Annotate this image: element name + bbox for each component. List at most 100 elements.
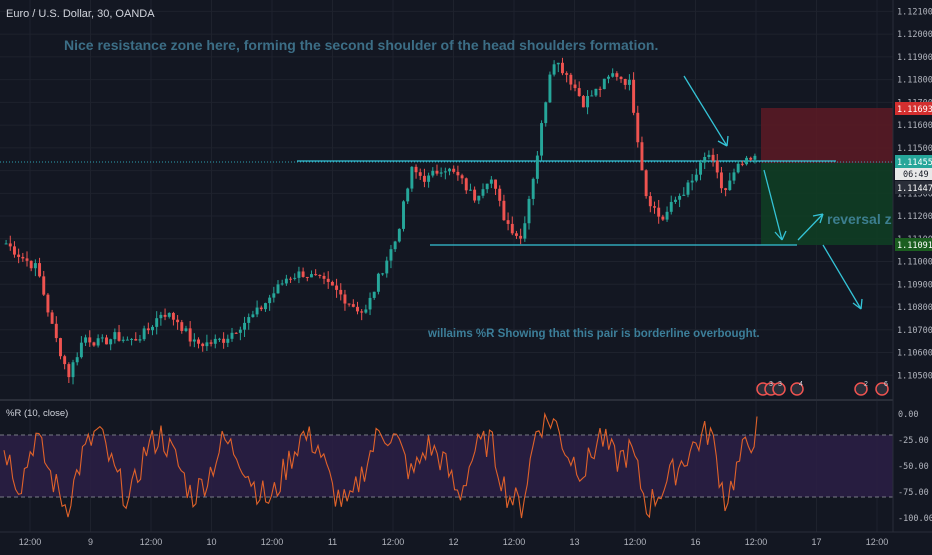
event-badge-dividend[interactable]: 2 6 — [854, 381, 889, 396]
candle-body — [565, 73, 569, 75]
candle-body — [623, 78, 627, 85]
candle-body — [422, 175, 426, 182]
candle-body — [753, 155, 757, 160]
candle-body — [414, 166, 418, 173]
svg-text:1.11447: 1.11447 — [897, 184, 932, 194]
candle-body — [749, 157, 753, 160]
wpr-line — [3, 411, 758, 519]
candle-body — [460, 175, 464, 179]
candle-body — [259, 307, 263, 310]
svg-text:1.11091: 1.11091 — [897, 241, 932, 251]
time-tick-label: 12:00 — [624, 537, 647, 547]
candle-body — [113, 332, 117, 340]
candle-body — [719, 172, 723, 189]
candle-body — [130, 338, 134, 340]
price-tick-label: 1.11800 — [897, 76, 932, 86]
candle-body — [217, 338, 221, 340]
top-annotation[interactable]: Nice resistance zone here, forming the s… — [64, 37, 658, 53]
candle-body — [678, 195, 682, 200]
candle-body — [197, 339, 200, 344]
time-tick-label: 17 — [811, 537, 821, 547]
candle-body — [657, 207, 661, 217]
candle-body — [268, 297, 272, 304]
candle-body — [284, 278, 288, 284]
candle-body — [494, 179, 498, 189]
candle-body — [159, 314, 163, 319]
svg-text:06:49: 06:49 — [903, 170, 929, 180]
candle-body — [305, 276, 309, 278]
candle-body — [514, 233, 518, 236]
event-badge-news[interactable]: 4 — [790, 381, 804, 396]
candle-body — [682, 194, 686, 196]
mid-annotation[interactable]: willaims %R Showing that this pair is bo… — [427, 328, 760, 340]
candle-body — [381, 273, 385, 275]
candle-body — [46, 294, 50, 313]
candle-body — [335, 285, 339, 290]
candle-body — [548, 74, 552, 103]
candle-body — [707, 154, 711, 157]
candle-body — [661, 216, 665, 220]
candle-body — [581, 96, 585, 108]
candle-body — [138, 339, 142, 341]
candle-body — [75, 357, 79, 363]
candle-body — [280, 283, 284, 285]
price-tick-label: 1.12100 — [897, 7, 932, 17]
stop-loss-zone — [761, 108, 893, 163]
wpr-tick-label: -100.00 — [898, 514, 932, 524]
candle-body — [556, 62, 560, 65]
candle-body — [301, 271, 305, 277]
wpr-tick-label: 0.00 — [898, 410, 918, 420]
price-tick-label: 1.10700 — [897, 326, 932, 336]
candle-body — [611, 73, 615, 77]
candle-body — [54, 323, 58, 339]
event-badges[interactable]: 3 3 4 2 6 — [756, 381, 889, 396]
time-tick-label: 12:00 — [745, 537, 768, 547]
price-tick-label: 1.10500 — [897, 371, 932, 381]
time-tick-label: 12:00 — [261, 537, 284, 547]
candle-body — [632, 79, 636, 113]
candle-body — [155, 318, 159, 327]
time-tick-label: 13 — [569, 537, 579, 547]
price-tick-label: 1.10900 — [897, 280, 932, 290]
svg-text:6: 6 — [884, 381, 888, 388]
candle-body — [699, 162, 702, 175]
candle-body — [71, 362, 75, 378]
candle-body — [50, 312, 54, 324]
indicator-axis-ticks: 0.00 -25.00 -50.00 -75.00 -100.00 — [898, 410, 932, 524]
candle-body — [213, 338, 217, 344]
candle-body — [188, 328, 192, 342]
time-axis-ticks[interactable]: 12:00 9 12:00 10 12:00 11 12:00 12 12:00 13 12:00 1… — [19, 537, 889, 547]
candle-body — [552, 64, 556, 75]
candle-body — [506, 220, 510, 224]
candle-body — [456, 171, 460, 176]
candle-body — [402, 201, 405, 229]
candle-body — [498, 188, 502, 201]
candle-body — [535, 155, 539, 179]
candle-body — [29, 260, 33, 269]
wpr-band — [0, 435, 893, 497]
reversal-label[interactable]: reversal z — [827, 211, 892, 227]
candle-body — [38, 263, 42, 277]
candle-body — [146, 328, 150, 331]
candle-body — [12, 246, 16, 255]
candle-body — [142, 328, 146, 340]
take-profit-zone — [761, 163, 893, 245]
arrow-down-final — [822, 244, 863, 310]
price-axis-background[interactable] — [893, 0, 932, 532]
candle-body — [448, 168, 451, 172]
candle-body — [573, 84, 577, 89]
svg-text:4: 4 — [799, 381, 803, 388]
candle-body — [243, 322, 247, 330]
candle-body — [25, 258, 29, 261]
candle-body — [310, 274, 313, 278]
candle-body — [276, 284, 280, 294]
candle-body — [653, 206, 656, 208]
candle-body — [561, 62, 564, 74]
header-symbol-title: Euro / U.S. Dollar, 30, OANDA — [6, 8, 155, 20]
candle-body — [389, 249, 393, 261]
candle-body — [314, 274, 318, 276]
candle-body — [100, 337, 104, 339]
candle-body — [376, 273, 380, 292]
event-badge-earnings[interactable]: 3 3 — [756, 381, 786, 396]
